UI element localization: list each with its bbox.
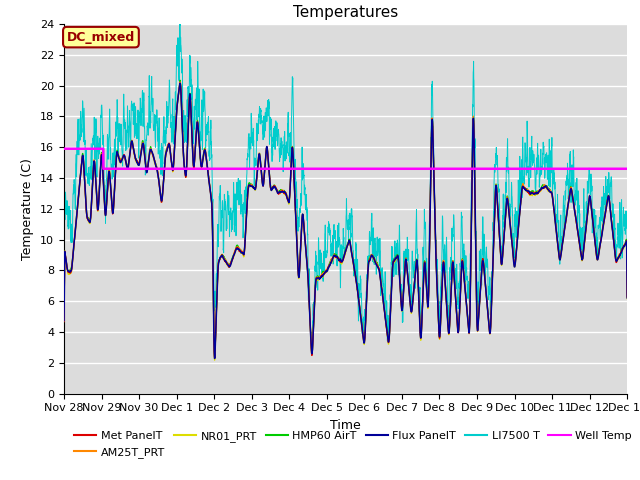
Y-axis label: Temperature (C): Temperature (C): [22, 158, 35, 260]
Legend: Met PanelT, AM25T_PRT, NR01_PRT, HMP60 AirT, Flux PanelT, LI7500 T, Well Temp: Met PanelT, AM25T_PRT, NR01_PRT, HMP60 A…: [70, 427, 636, 462]
Title: Temperatures: Temperatures: [293, 5, 398, 20]
Text: DC_mixed: DC_mixed: [67, 31, 135, 44]
X-axis label: Time: Time: [330, 419, 361, 432]
